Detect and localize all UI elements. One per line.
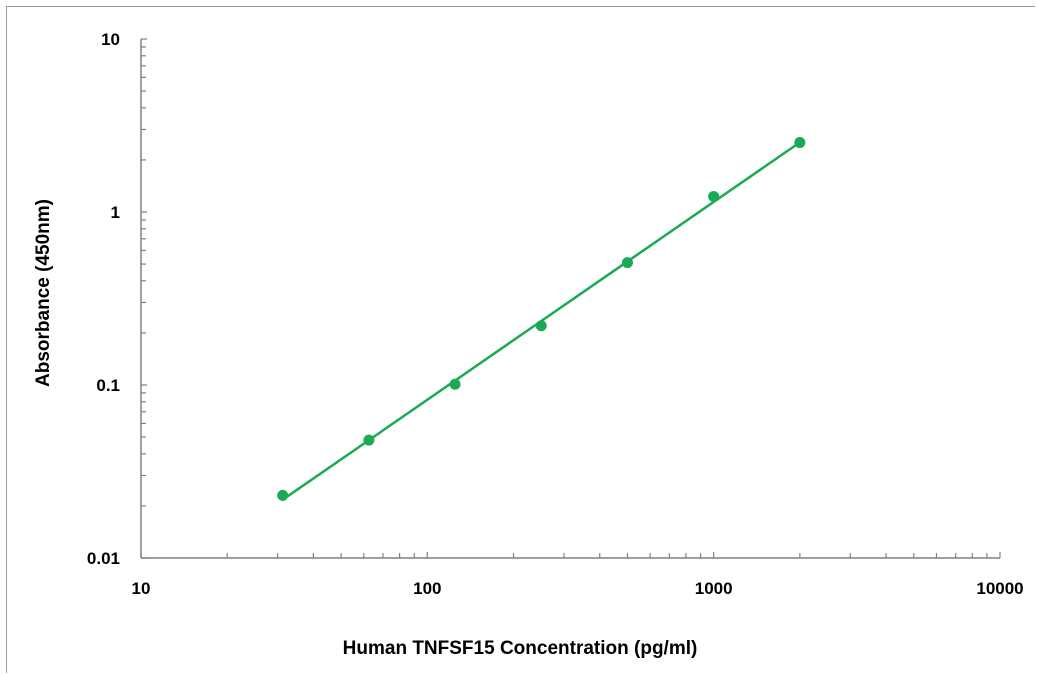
chart-frame xyxy=(6,6,1035,673)
data-point xyxy=(794,137,806,149)
x-tick-label: 100 xyxy=(413,579,441,598)
x-tick-label: 10 xyxy=(132,579,151,598)
y-tick-labels: 0.01 0.1 1 10 xyxy=(87,30,120,568)
y-tick-label: 0.01 xyxy=(87,549,120,568)
series-layer xyxy=(277,137,806,501)
x-tick-label: 10000 xyxy=(976,579,1023,598)
y-tick-label: 10 xyxy=(101,30,120,49)
data-point xyxy=(535,320,547,332)
data-point xyxy=(277,489,289,501)
y-axis-ticks xyxy=(141,38,147,559)
data-point xyxy=(449,378,461,390)
x-axis-ticks xyxy=(140,552,1001,558)
x-axis-title: Human TNFSF15 Concentration (pg/ml) xyxy=(343,638,698,659)
y-tick-label: 1 xyxy=(111,203,120,222)
data-point xyxy=(708,190,720,202)
data-point xyxy=(621,257,633,269)
y-tick-label: 0.1 xyxy=(96,376,120,395)
y-axis-title: Absorbance (450nm) xyxy=(33,199,54,387)
x-tick-label: 1000 xyxy=(695,579,733,598)
data-point xyxy=(363,434,375,446)
x-tick-labels: 10 100 1000 10000 xyxy=(132,579,1024,598)
axes xyxy=(140,38,1001,559)
